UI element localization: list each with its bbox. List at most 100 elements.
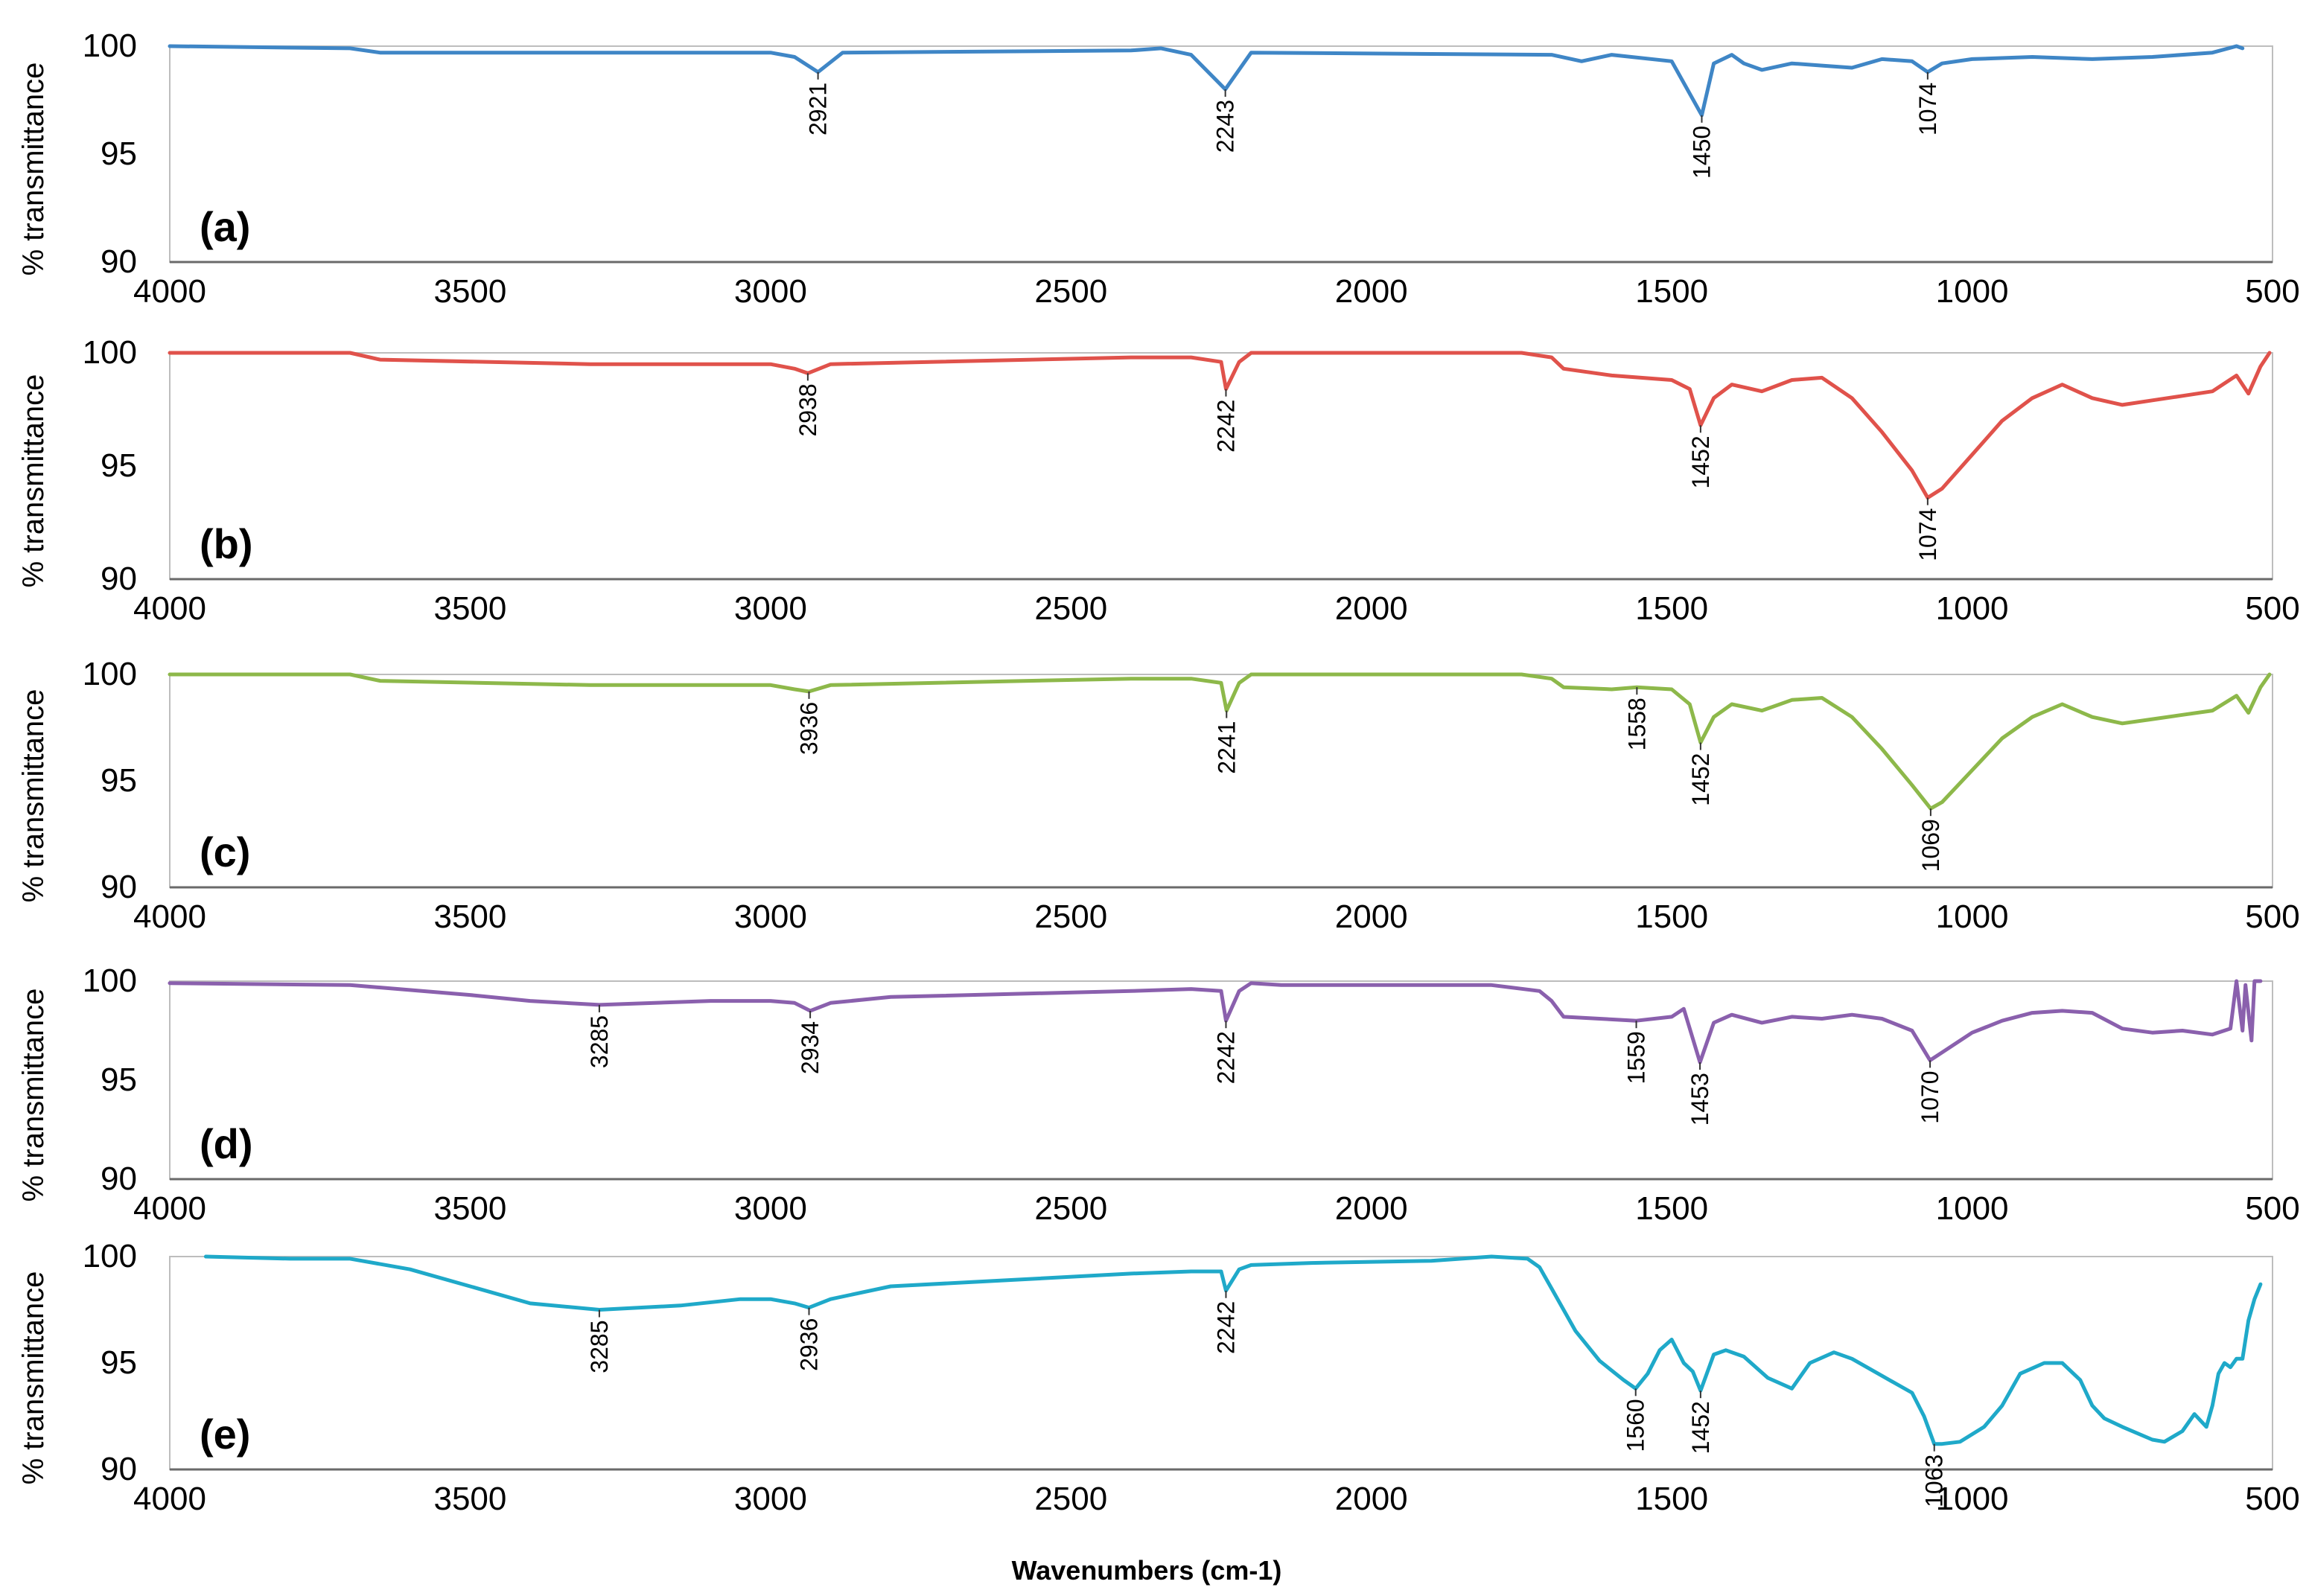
panel-e-spectrum-line <box>203 1254 2263 1446</box>
panel-a-peak-label: 2243 <box>1212 100 1239 153</box>
panel-d-y-axis-title: % transmittance <box>17 989 50 1202</box>
panel-b-x-tick-label: 3500 <box>433 590 506 627</box>
panel-e-x-tick-label: 2500 <box>1034 1481 1107 1517</box>
panel-e-x-tick-label: 3500 <box>433 1481 506 1517</box>
panel-e-peak-label: 2936 <box>795 1318 822 1371</box>
panel-b-spectrum-line <box>168 351 2272 500</box>
panel-d-peak-label: 1453 <box>1687 1073 1713 1126</box>
panel-d-peak-label: 1070 <box>1917 1070 1943 1123</box>
panel-d-peak-label: 3285 <box>586 1015 613 1068</box>
panel-a-x-tick-label: 4000 <box>133 273 206 310</box>
panel-a-x-tick-label: 3500 <box>433 273 506 310</box>
panel-c-y-tick-label: 90 <box>101 869 137 905</box>
panel-c-x-tick-label: 3000 <box>734 898 807 935</box>
panel-a-peak-label: 1074 <box>1914 83 1941 135</box>
panel-b-y-tick-label: 100 <box>83 334 137 371</box>
panel-d-y-tick-label: 100 <box>83 963 137 999</box>
panel-d-peak-label: 2242 <box>1212 1031 1239 1084</box>
panel-c-peak-label: 1452 <box>1687 753 1714 806</box>
panel-c-spectrum-line <box>168 672 2272 811</box>
panel-e-peak-label: 1063 <box>1921 1455 1948 1507</box>
panel-a-x-tick-label: 1500 <box>1635 273 1708 310</box>
panel-e-peak-label: 3285 <box>586 1321 613 1373</box>
panel-e-peak-label: 1560 <box>1622 1399 1649 1452</box>
panel-c-y-axis-title: % transmittance <box>17 689 50 903</box>
panel-d-peak-label: 2934 <box>797 1021 824 1074</box>
panel-d-x-tick-label: 500 <box>2245 1190 2299 1227</box>
panel-e-y-tick-label: 100 <box>83 1238 137 1274</box>
panel-a-tag: (a) <box>200 203 250 250</box>
panel-d-y-tick-label: 90 <box>101 1161 137 1197</box>
panel-c-y-tick-label: 100 <box>83 656 137 692</box>
panel-d-x-tick-label: 2500 <box>1034 1190 1107 1227</box>
panel-e-peak-label: 2242 <box>1212 1301 1239 1354</box>
panel-c-peak-label: 1558 <box>1623 698 1650 750</box>
panel-a-frame <box>169 45 2273 263</box>
panel-b-tag: (b) <box>200 520 253 567</box>
panel-b-x-tick-label: 2000 <box>1335 590 1408 627</box>
panel-c-x-tick-label: 2000 <box>1335 898 1408 935</box>
panel-c-y-tick-label: 95 <box>101 762 137 799</box>
panel-a-peak-label: 2921 <box>805 83 832 135</box>
panel-b-x-tick-label: 2500 <box>1034 590 1107 627</box>
panel-a-y-tick-label: 90 <box>101 243 137 280</box>
panel-b-peak-label: 1452 <box>1687 435 1714 488</box>
panel-b-y-tick-label: 95 <box>101 447 137 484</box>
panel-a-x-tick-label: 1000 <box>1936 273 2009 310</box>
panel-c-x-tick-label: 1500 <box>1635 898 1708 935</box>
panel-e-x-tick-label: 2000 <box>1335 1481 1408 1517</box>
panel-a-spectrum-line <box>168 44 2245 118</box>
panel-e-x-tick-label: 3000 <box>734 1481 807 1517</box>
panel-e-x-tick-label: 4000 <box>133 1481 206 1517</box>
panel-e-y-tick-label: 95 <box>101 1344 137 1381</box>
panel-b-y-tick-label: 90 <box>101 561 137 597</box>
x-axis-title: Wavenumbers (cm-1) <box>1012 1555 1282 1586</box>
panel-b-x-tick-label: 4000 <box>133 590 206 627</box>
panel-a-x-tick-label: 2500 <box>1034 273 1107 310</box>
panel-c-peak-label: 3936 <box>795 702 822 755</box>
panel-e-x-tick-label: 1500 <box>1635 1481 1708 1517</box>
panel-b-peak-label: 2242 <box>1212 400 1239 453</box>
panel-d-x-tick-label: 2000 <box>1335 1190 1408 1227</box>
panel-c-x-tick-label: 2500 <box>1034 898 1107 935</box>
panel-d-x-tick-label: 3500 <box>433 1190 506 1227</box>
panel-c-frame <box>169 674 2273 888</box>
panel-b-x-tick-label: 500 <box>2245 590 2299 627</box>
panel-e-x-tick-label: 1000 <box>1936 1481 2009 1517</box>
panel-a-y-tick-label: 95 <box>101 135 137 172</box>
panel-e-peak-label: 1452 <box>1687 1401 1714 1454</box>
panel-a-x-tick-label: 500 <box>2245 273 2299 310</box>
panel-d-x-tick-label: 4000 <box>133 1190 206 1227</box>
panel-a-y-tick-label: 100 <box>83 28 137 64</box>
panel-b-x-tick-label: 1500 <box>1635 590 1708 627</box>
panel-b-peak-label: 1074 <box>1914 508 1941 561</box>
panel-d-tag: (d) <box>200 1120 253 1167</box>
panel-c-tag: (c) <box>200 829 250 875</box>
panel-d-peak-label: 1559 <box>1623 1031 1650 1084</box>
panel-b-x-tick-label: 3000 <box>734 590 807 627</box>
panel-e-tag: (e) <box>200 1411 250 1458</box>
panel-a-y-axis-title: % transmittance <box>17 63 50 276</box>
panel-e-frame <box>169 1256 2273 1470</box>
panel-a-x-tick-label: 2000 <box>1335 273 1408 310</box>
panel-b-frame <box>169 352 2273 580</box>
panel-d-x-tick-label: 1500 <box>1635 1190 1708 1227</box>
panel-b-x-tick-label: 1000 <box>1936 590 2009 627</box>
panel-a-peak-label: 1450 <box>1688 126 1715 179</box>
panel-e-y-tick-label: 90 <box>101 1451 137 1487</box>
panel-b-peak-label: 2938 <box>794 383 821 436</box>
panel-a-x-tick-label: 3000 <box>734 273 807 310</box>
panel-c-x-tick-label: 1000 <box>1936 898 2009 935</box>
panel-d-x-tick-label: 3000 <box>734 1190 807 1227</box>
panel-e-y-axis-title: % transmittance <box>17 1271 50 1485</box>
panel-c-peak-label: 1069 <box>1917 819 1944 872</box>
panel-b-y-axis-title: % transmittance <box>17 374 50 588</box>
panel-d-y-tick-label: 95 <box>101 1062 137 1098</box>
panel-c-x-tick-label: 4000 <box>133 898 206 935</box>
panel-c-x-tick-label: 3500 <box>433 898 506 935</box>
panel-d-x-tick-label: 1000 <box>1936 1190 2009 1227</box>
panel-c-peak-label: 2241 <box>1213 721 1240 774</box>
panel-c-x-tick-label: 500 <box>2245 898 2299 935</box>
panel-e-x-tick-label: 500 <box>2245 1481 2299 1517</box>
